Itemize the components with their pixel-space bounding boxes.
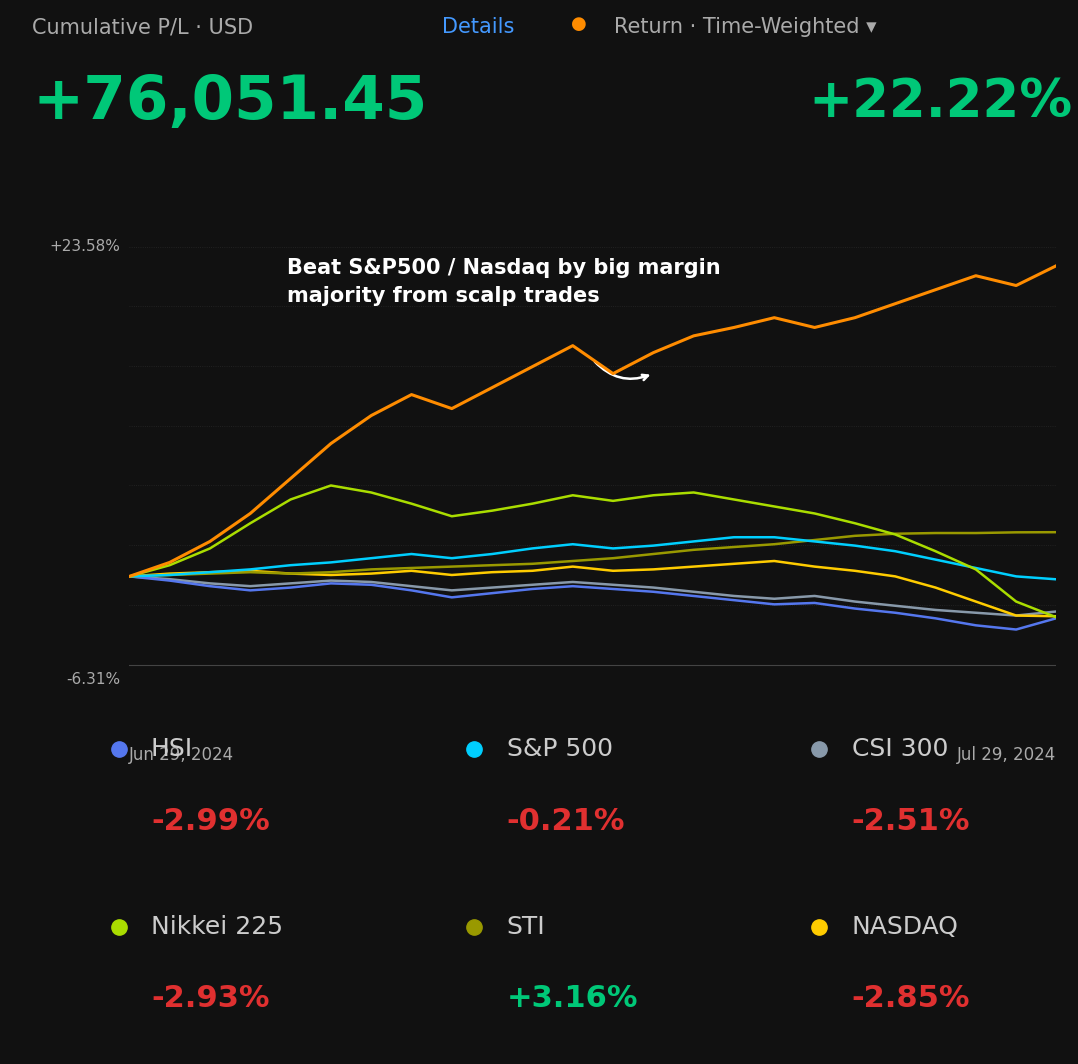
- Text: CSI 300: CSI 300: [852, 737, 948, 761]
- Text: Jul 29, 2024: Jul 29, 2024: [957, 746, 1056, 764]
- Text: +22.22%: +22.22%: [808, 77, 1073, 128]
- Text: Beat S&P500 / Nasdaq by big margin
majority from scalp trades: Beat S&P500 / Nasdaq by big margin major…: [287, 257, 720, 305]
- Text: Details: Details: [442, 17, 514, 37]
- Text: -2.51%: -2.51%: [852, 808, 970, 836]
- Text: NASDAQ: NASDAQ: [852, 915, 958, 938]
- Text: Jun 29, 2024: Jun 29, 2024: [129, 746, 235, 764]
- Text: -2.85%: -2.85%: [852, 984, 970, 1013]
- Text: +23.58%: +23.58%: [50, 239, 120, 254]
- Text: +76,051.45: +76,051.45: [32, 72, 428, 132]
- Text: ●: ●: [571, 15, 588, 33]
- Text: S&P 500: S&P 500: [507, 737, 612, 761]
- Text: -6.31%: -6.31%: [66, 671, 120, 686]
- Text: +3.16%: +3.16%: [507, 984, 638, 1013]
- Text: Return · Time-Weighted ▾: Return · Time-Weighted ▾: [614, 17, 877, 37]
- Text: STI: STI: [507, 915, 545, 938]
- Text: -0.21%: -0.21%: [507, 808, 625, 836]
- Text: -2.93%: -2.93%: [151, 984, 270, 1013]
- Text: Cumulative P/L · USD: Cumulative P/L · USD: [32, 17, 253, 37]
- Text: HSI: HSI: [151, 737, 193, 761]
- Text: Nikkei 225: Nikkei 225: [151, 915, 282, 938]
- Text: -2.99%: -2.99%: [151, 808, 270, 836]
